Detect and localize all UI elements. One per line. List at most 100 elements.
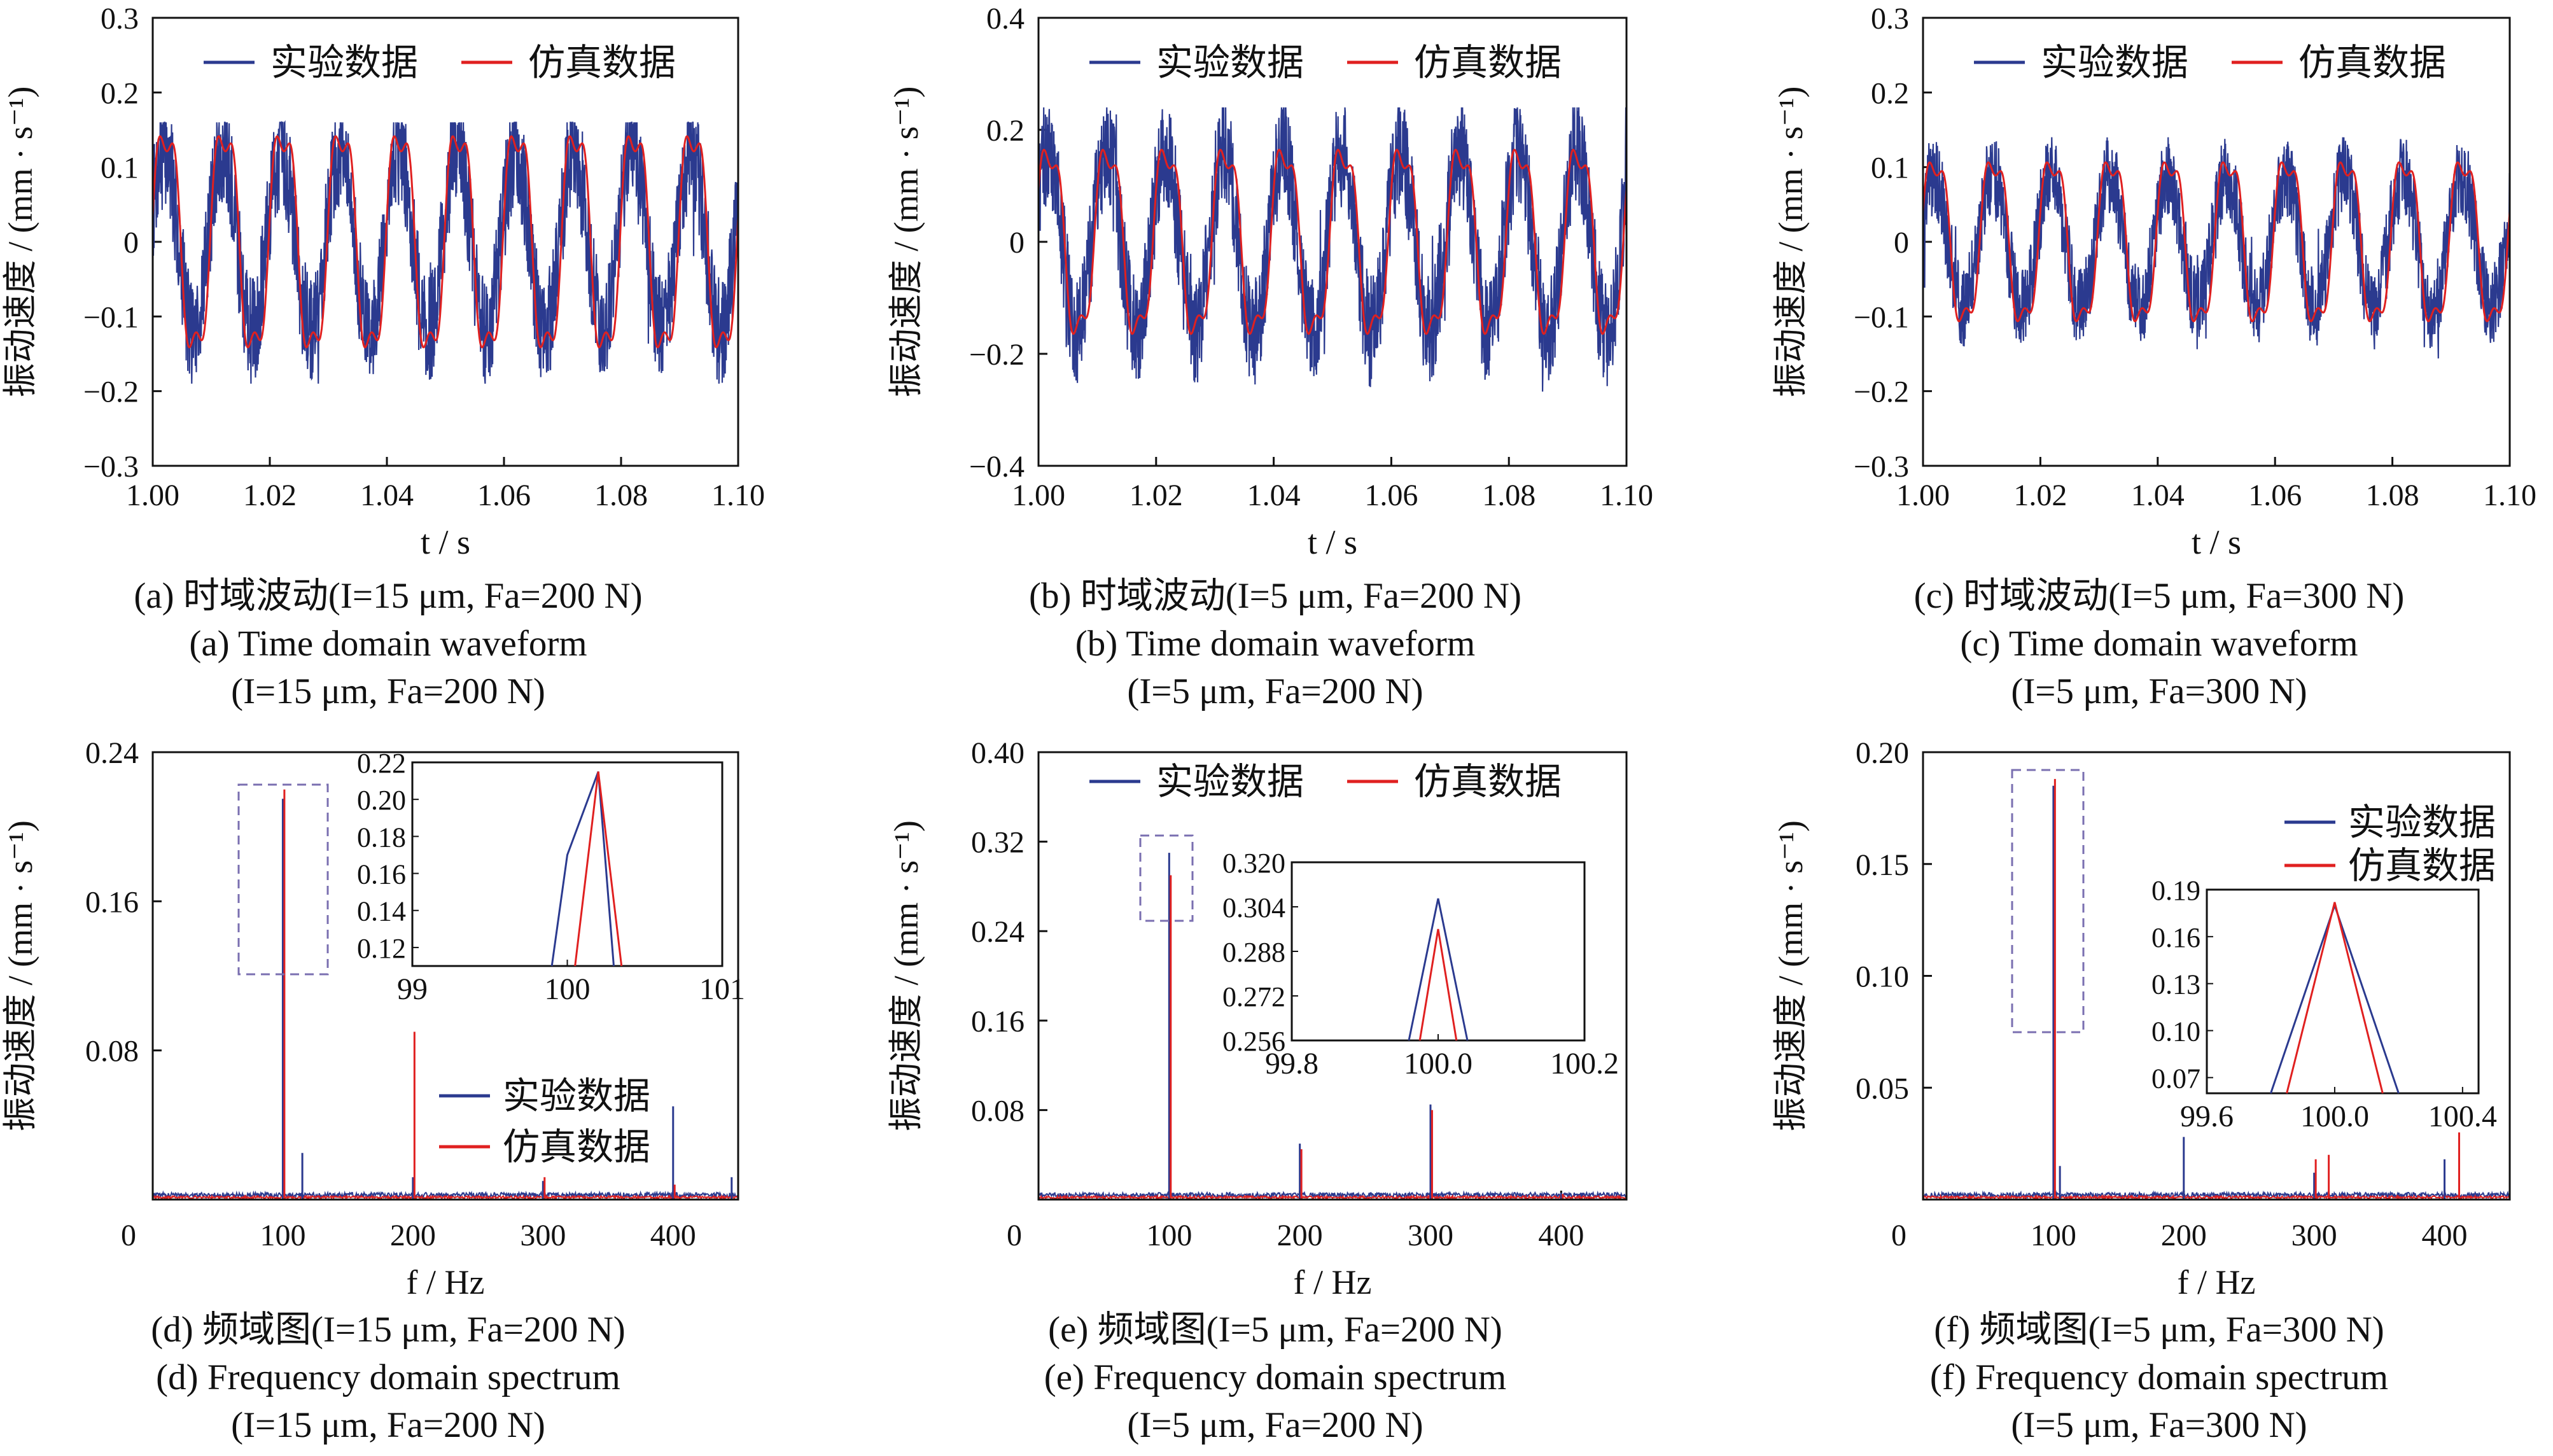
inset-y-tick-label: 0.07 (2151, 1063, 2200, 1094)
axes-frame (1037, 751, 1628, 1201)
y-axis-label: 振动速度 / (mm · s⁻¹) (887, 820, 925, 1131)
caption-line-1: (a) 时域波动(I=15 μm, Fa=200 N) (134, 576, 642, 616)
x-tick-label: 200 (390, 1219, 436, 1252)
noise-floor-simulation (1039, 1194, 1626, 1200)
inset-y-tick-label: 0.13 (2151, 969, 2200, 1000)
plot-area (153, 789, 738, 1200)
x-tick-label: 1.10 (711, 479, 765, 512)
y-tick-label: 0.1 (1871, 151, 1909, 185)
zoom-region-box (237, 783, 329, 976)
legend-label-experiment: 实验数据 (1156, 761, 1304, 802)
y-tick-label: −0.3 (83, 450, 139, 484)
caption-line-1: (e) 频域图(I=5 μm, Fa=200 N) (1048, 1310, 1502, 1350)
inset-x-tick-label: 100 (545, 972, 591, 1006)
series-line-experiment (1039, 107, 1626, 392)
caption-line-1: (b) 时域波动(I=5 μm, Fa=200 N) (1029, 576, 1521, 616)
x-axis-label: t / s (1308, 523, 1357, 561)
legend-label-experiment: 实验数据 (503, 1075, 650, 1117)
legend-label-simulation: 仿真数据 (1414, 761, 1562, 802)
axes-frame (1922, 751, 2511, 1201)
y-tick-label: −0.3 (1854, 450, 1909, 484)
y-tick-label: 0 (123, 226, 139, 260)
x-tick-label: 1.08 (594, 479, 648, 512)
y-tick-label: 0.08 (85, 1035, 139, 1068)
panel-a: 1.00 1.02 1.04 1.06 1.08 1.10 0.3 0.2 0.1 0 −0.1 −0… (1, 2, 765, 711)
y-tick-label: 0.16 (971, 1005, 1025, 1039)
x-tick-label: 1.10 (1600, 479, 1653, 512)
y-axis-label: 振动速度 / (mm · s⁻¹) (1, 87, 39, 398)
axes-frame (1922, 17, 2511, 467)
x-tick-label: 1.10 (2483, 479, 2536, 512)
y-tick-label: 0.4 (986, 2, 1025, 36)
inset-x-tick-label: 100.2 (1550, 1047, 1619, 1081)
y-tick-label: 0.10 (1856, 960, 1909, 994)
inset-y-tick-label: 0.304 (1222, 892, 1285, 923)
legend-label-experiment: 实验数据 (2041, 42, 2188, 83)
inset-y-tick-label: 0.20 (357, 785, 406, 816)
noise-floor-simulation (1923, 1194, 2510, 1200)
y-tick-label: −0.2 (1854, 375, 1909, 409)
x-tick-label: 400 (1538, 1219, 1584, 1252)
caption-line-2: (f) Frequency domain spectrum (1930, 1357, 2388, 1397)
noise-floor-experiment (153, 1190, 738, 1200)
caption-line-3: (I=5 μm, Fa=300 N) (2011, 671, 2307, 711)
y-tick-label: 0.3 (101, 2, 139, 36)
x-tick-label: 300 (520, 1219, 566, 1252)
legend-label-simulation: 仿真数据 (503, 1126, 650, 1168)
y-tick-label: 0 (1894, 226, 1909, 260)
x-tick-label: 1.00 (1896, 479, 1950, 512)
series-line-simulation (1039, 148, 1626, 335)
x-axis-label: t / s (2192, 523, 2241, 561)
plot-area (1923, 137, 2510, 359)
x-tick-label: 100 (1146, 1219, 1192, 1252)
y-tick-label: −0.1 (1854, 300, 1909, 334)
plot-area (1039, 853, 1626, 1200)
panel-e: 0 100 200 300 400 0.40 0.32 0.24 0.16 0.08 振动速度 / … (887, 736, 1628, 1445)
inset-x-tick-label: 101 (699, 972, 745, 1006)
x-tick-label: 200 (1277, 1219, 1323, 1252)
plot-area (1039, 107, 1626, 392)
y-tick-label: 0.24 (85, 736, 139, 770)
panel-c: 1.00 1.02 1.04 1.06 1.08 1.10 0.3 0.2 0.1 0 −0.1 −0… (1772, 2, 2536, 711)
inset-line-simulation (1418, 928, 1458, 1041)
x-axis-label: f / Hz (2178, 1263, 2256, 1301)
inset-x-tick-label: 99 (397, 972, 428, 1006)
y-tick-label: 0.2 (986, 114, 1025, 148)
caption-line-2: (c) Time domain waveform (1960, 624, 2358, 664)
x-tick-label: 100 (2031, 1219, 2076, 1252)
x-tick-label: 300 (2291, 1219, 2337, 1252)
caption-line-3: (I=15 μm, Fa=200 N) (231, 1405, 545, 1445)
x-tick-label: 1.00 (126, 479, 179, 512)
noise-floor-experiment (1039, 1190, 1626, 1200)
inset-y-tick-label: 0.256 (1222, 1026, 1285, 1057)
inset-y-tick-label: 0.288 (1222, 937, 1285, 968)
caption-line-1: (d) 频域图(I=15 μm, Fa=200 N) (151, 1310, 626, 1350)
caption-line-2: (a) Time domain waveform (189, 624, 587, 664)
inset-line-experiment (1408, 898, 1469, 1041)
zoom-region-box (2011, 769, 2085, 1033)
x-tick-label: 400 (2422, 1219, 2468, 1252)
x-tick-label: 0 (121, 1219, 136, 1252)
legend-label-experiment: 实验数据 (2348, 802, 2496, 843)
y-tick-label: 0.24 (971, 915, 1025, 949)
caption-line-1: (c) 时域波动(I=5 μm, Fa=300 N) (1914, 576, 2405, 616)
inset-x-tick-label: 100.0 (1404, 1047, 1472, 1081)
inset-y-tick-label: 0.10 (2151, 1016, 2200, 1047)
x-tick-label: 400 (650, 1219, 696, 1252)
inset-frame (2206, 888, 2480, 1095)
inset-y-tick-label: 0.16 (2151, 922, 2200, 953)
plot-area (153, 120, 738, 384)
inset-y-tick-label: 0.320 (1222, 848, 1285, 879)
axes-frame (1037, 17, 1628, 467)
legend-label-simulation: 仿真数据 (2348, 845, 2496, 886)
y-tick-label: 0 (1009, 226, 1025, 260)
x-tick-label: 1.06 (1364, 479, 1418, 512)
inset-x-tick-label: 99.8 (1265, 1047, 1318, 1081)
inset-x-tick-label: 100.4 (2428, 1100, 2497, 1133)
inset-line-simulation (2286, 902, 2384, 1094)
series-line-simulation (1923, 161, 2510, 323)
inset-y-tick-label: 0.12 (357, 933, 406, 964)
inset-zoom: 99.6 100.0 100.4 0.19 0.16 0.13 0.10 0.07 (2151, 875, 2497, 1133)
y-axis-label: 振动速度 / (mm · s⁻¹) (1772, 820, 1810, 1131)
